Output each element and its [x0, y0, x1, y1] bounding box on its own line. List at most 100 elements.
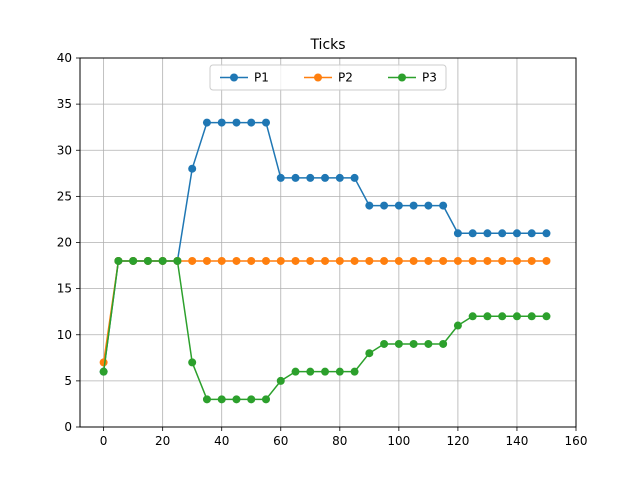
- y-tick-label: 0: [64, 420, 72, 434]
- data-point-p3: [542, 312, 551, 321]
- data-point-p3: [173, 256, 182, 265]
- chart-title: Ticks: [309, 37, 345, 53]
- data-point-p2: [468, 256, 477, 265]
- data-point-p3: [424, 339, 433, 348]
- data-point-p2: [217, 256, 226, 265]
- y-tick-label: 40: [57, 51, 72, 65]
- data-point-p3: [365, 349, 374, 358]
- data-point-p1: [512, 229, 521, 238]
- series-layer: [99, 118, 551, 404]
- axis-layer: 0 20 40 60 80 100 120 140 160 0 5 10 15 20 25 30 35 40: [57, 51, 588, 448]
- data-point-p1: [483, 229, 492, 238]
- y-tick-label: 15: [57, 282, 72, 296]
- data-point-p2: [439, 256, 448, 265]
- data-point-p3: [453, 321, 462, 330]
- data-point-p2: [394, 256, 403, 265]
- data-point-p1: [247, 118, 256, 127]
- x-tick-label: 60: [273, 434, 288, 448]
- data-point-p3: [380, 339, 389, 348]
- data-point-p3: [468, 312, 477, 321]
- data-point-p1: [542, 229, 551, 238]
- x-tick-label: 160: [565, 434, 588, 448]
- data-point-p1: [439, 201, 448, 210]
- data-point-p3: [335, 367, 344, 376]
- data-point-p2: [232, 256, 241, 265]
- series-line-p2: [102, 260, 547, 363]
- data-point-p2: [321, 256, 330, 265]
- data-point-p1: [276, 173, 285, 182]
- data-point-p2: [99, 358, 108, 367]
- data-point-p3: [247, 395, 256, 404]
- data-point-p3: [306, 367, 315, 376]
- data-point-p2: [453, 256, 462, 265]
- data-point-p3: [202, 395, 211, 404]
- data-point-p3: [232, 395, 241, 404]
- data-point-p3: [217, 395, 226, 404]
- legend-marker-p2: [314, 73, 322, 82]
- data-point-p2: [262, 256, 270, 265]
- data-point-p3: [439, 339, 448, 348]
- data-point-p3: [262, 395, 270, 404]
- data-point-p1: [394, 201, 403, 210]
- data-point-p3: [188, 358, 197, 367]
- data-point-p1: [291, 173, 300, 182]
- legend-label-p1: P1: [254, 71, 269, 85]
- data-point-p3: [409, 339, 418, 348]
- y-tick-label: 5: [64, 374, 72, 388]
- data-point-p3: [114, 256, 123, 265]
- data-point-p3: [527, 312, 536, 321]
- data-point-p1: [380, 201, 389, 210]
- data-point-p2: [409, 256, 418, 265]
- series-line-p3: [102, 260, 547, 401]
- data-point-p2: [512, 256, 521, 265]
- x-tick-label: 120: [446, 434, 469, 448]
- data-point-p3: [350, 367, 359, 376]
- y-tick-label: 35: [57, 97, 72, 111]
- data-point-p3: [498, 312, 507, 321]
- data-point-p1: [188, 164, 197, 173]
- y-tick-label: 20: [57, 236, 72, 250]
- legend-marker-p1: [230, 73, 238, 82]
- data-point-p3: [321, 367, 330, 376]
- data-point-p2: [291, 256, 300, 265]
- data-point-p1: [321, 173, 330, 182]
- data-point-p3: [291, 367, 300, 376]
- data-point-p1: [453, 229, 462, 238]
- data-point-p1: [232, 118, 241, 127]
- data-point-p3: [394, 339, 403, 348]
- data-point-p2: [483, 256, 492, 265]
- data-point-p3: [276, 376, 285, 385]
- data-point-p2: [276, 256, 285, 265]
- data-point-p1: [202, 118, 211, 127]
- data-point-p1: [527, 229, 536, 238]
- data-point-p1: [365, 201, 374, 210]
- data-point-p2: [202, 256, 211, 265]
- data-point-p2: [424, 256, 433, 265]
- data-point-p3: [512, 312, 521, 321]
- x-tick-label: 100: [387, 434, 410, 448]
- data-point-p1: [335, 173, 344, 182]
- data-point-p2: [527, 256, 536, 265]
- data-point-p1: [409, 201, 418, 210]
- data-point-p2: [306, 256, 315, 265]
- data-point-p2: [247, 256, 256, 265]
- legend-label-p3: P3: [422, 71, 437, 85]
- legend-marker-p3: [398, 73, 406, 82]
- data-point-p2: [498, 256, 507, 265]
- y-tick-label: 10: [57, 328, 72, 342]
- data-point-p2: [350, 256, 359, 265]
- data-point-p2: [365, 256, 374, 265]
- data-point-p2: [542, 256, 551, 265]
- x-tick-label: 140: [505, 434, 528, 448]
- data-point-p2: [380, 256, 389, 265]
- data-point-p1: [262, 118, 270, 127]
- data-point-p1: [217, 118, 226, 127]
- data-point-p1: [498, 229, 507, 238]
- y-tick-label: 30: [57, 143, 72, 157]
- data-point-p2: [335, 256, 344, 265]
- x-tick-label: 0: [100, 434, 108, 448]
- x-tick-label: 80: [332, 434, 347, 448]
- legend: P1 P2 P3: [209, 64, 447, 91]
